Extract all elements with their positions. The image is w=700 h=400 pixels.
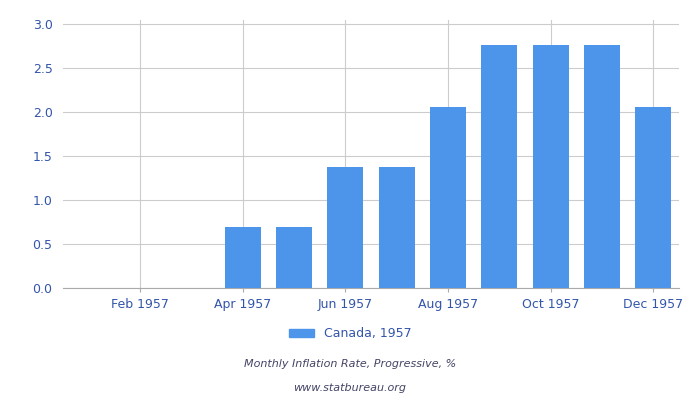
Text: www.statbureau.org: www.statbureau.org [293, 383, 407, 393]
Bar [533, 46, 568, 288]
Bar [636, 107, 671, 288]
Legend: Canada, 1957: Canada, 1957 [284, 322, 416, 345]
Text: Monthly Inflation Rate, Progressive, %: Monthly Inflation Rate, Progressive, % [244, 359, 456, 369]
Bar [328, 167, 363, 288]
Bar [430, 107, 466, 288]
Bar [225, 227, 260, 288]
Bar [584, 46, 620, 288]
Bar [482, 46, 517, 288]
Bar [276, 227, 312, 288]
Bar [379, 167, 414, 288]
